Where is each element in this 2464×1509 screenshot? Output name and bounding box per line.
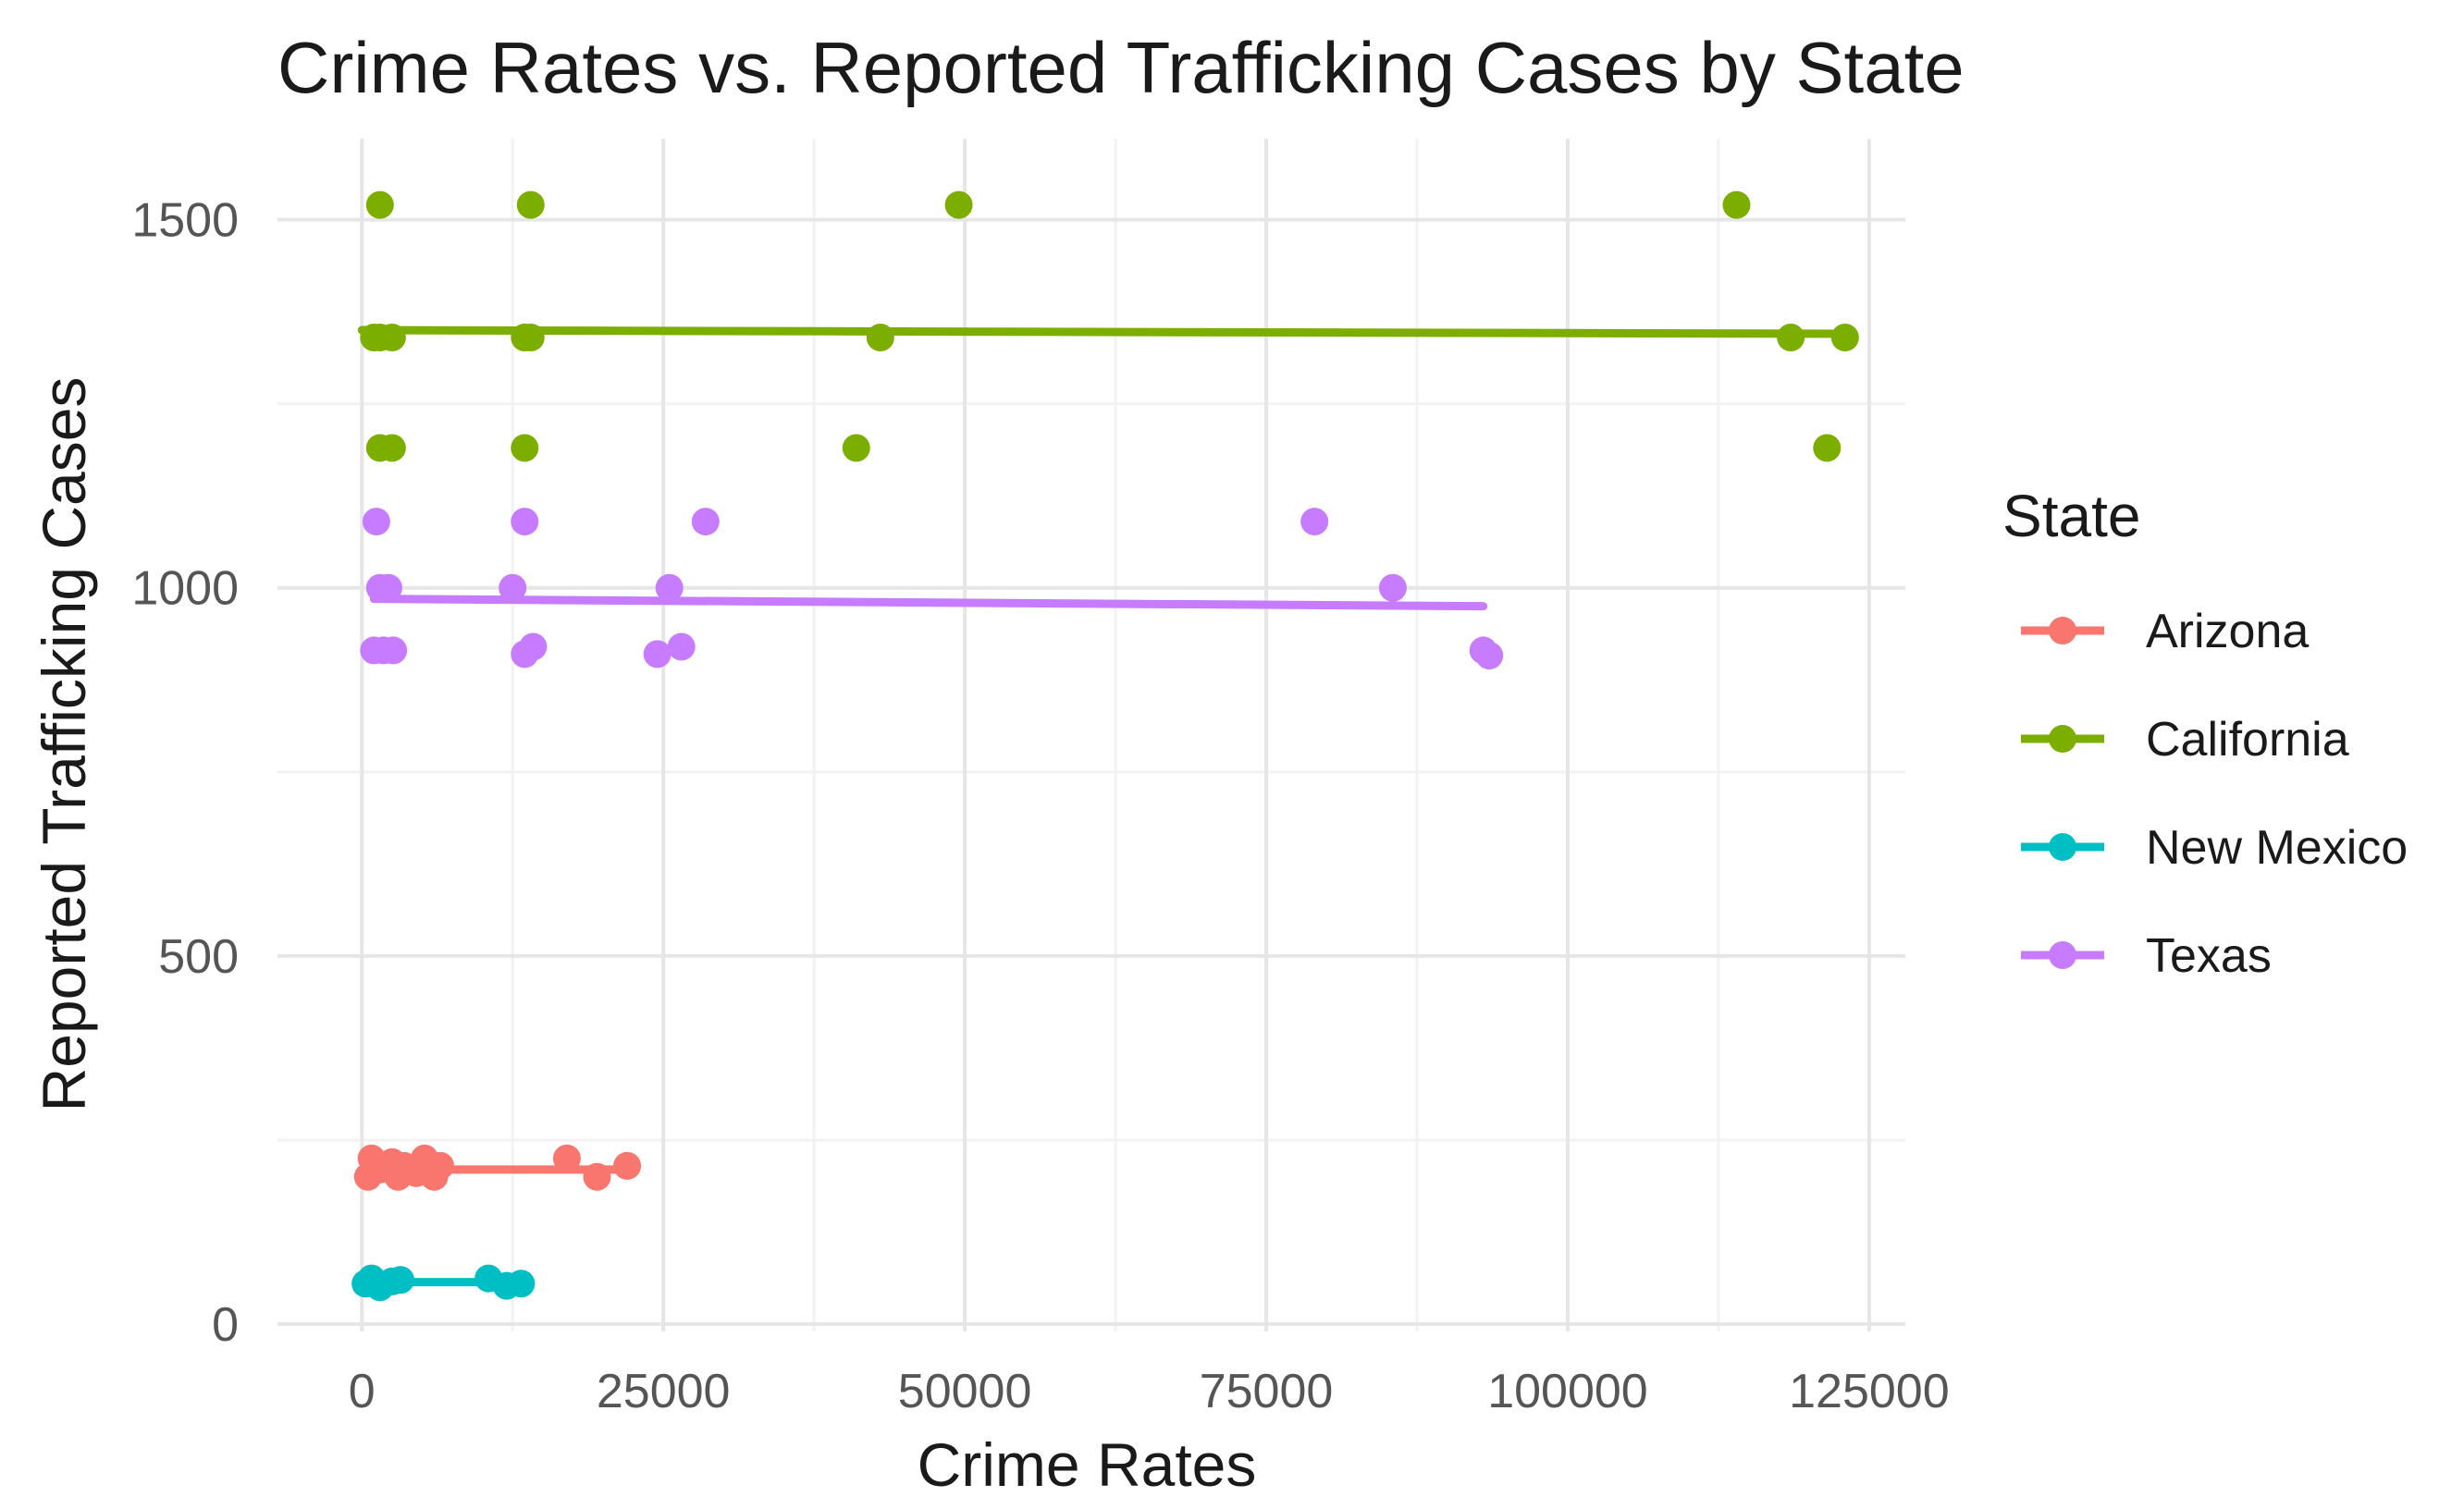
legend-label-arizona: Arizona xyxy=(2146,605,2309,658)
point-arizona xyxy=(426,1151,454,1180)
x-tick-label: 50000 xyxy=(898,1365,1032,1418)
point-california xyxy=(1722,190,1751,219)
point-california xyxy=(516,324,545,351)
data-points xyxy=(351,190,1859,1302)
point-texas xyxy=(362,508,390,536)
x-axis-title: Crime Rates xyxy=(918,1430,1257,1499)
y-tick-label: 1500 xyxy=(131,194,239,248)
x-tick-label: 100000 xyxy=(1487,1365,1648,1418)
trend-line-california xyxy=(357,325,1850,338)
point-new-mexico xyxy=(386,1266,414,1294)
point-california xyxy=(1777,324,1805,351)
legend-key-point-arizona xyxy=(2049,617,2076,644)
point-texas xyxy=(511,508,539,536)
y-axis-ticks: 0 500 1000 1500 xyxy=(131,194,239,1352)
point-texas xyxy=(374,573,402,602)
legend-label-california: California xyxy=(2146,713,2349,767)
legend: State Arizona California New Mexico Texas xyxy=(2002,483,2408,983)
x-tick-label: 75000 xyxy=(1200,1365,1334,1418)
point-california xyxy=(866,324,894,351)
point-texas xyxy=(1300,508,1329,536)
x-tick-label: 0 xyxy=(349,1365,376,1418)
y-tick-label: 1000 xyxy=(131,562,239,616)
point-texas xyxy=(1378,573,1407,602)
legend-title: State xyxy=(2002,483,2140,549)
point-california xyxy=(1813,434,1842,462)
legend-key-point-california xyxy=(2049,725,2076,753)
point-arizona xyxy=(613,1151,642,1180)
trend-line-texas xyxy=(369,595,1488,611)
point-texas xyxy=(519,632,548,661)
point-california xyxy=(365,190,394,219)
legend-key-point-texas xyxy=(2049,941,2076,969)
point-texas xyxy=(643,640,671,669)
point-texas xyxy=(667,632,696,661)
chart-title: Crime Rates vs. Reported Trafficking Cas… xyxy=(277,27,1965,108)
point-california xyxy=(842,434,870,462)
point-california xyxy=(377,434,406,462)
point-texas xyxy=(1475,642,1504,669)
point-california xyxy=(511,434,539,462)
point-texas xyxy=(691,508,720,536)
y-axis-title: Reported Trafficking Cases xyxy=(30,377,98,1112)
y-tick-label: 500 xyxy=(158,930,239,984)
x-axis-ticks: 0 25000 50000 75000 100000 125000 xyxy=(349,1365,1950,1418)
point-arizona xyxy=(552,1144,581,1172)
x-tick-label: 125000 xyxy=(1789,1365,1950,1418)
grid xyxy=(277,139,1905,1331)
point-california xyxy=(944,190,973,219)
point-texas xyxy=(655,573,684,602)
x-tick-label: 25000 xyxy=(597,1365,731,1418)
point-texas xyxy=(379,636,408,665)
legend-label-texas: Texas xyxy=(2146,929,2272,983)
legend-label-new-mexico: New Mexico xyxy=(2146,821,2408,875)
y-tick-label: 0 xyxy=(212,1298,239,1352)
point-california xyxy=(377,324,406,351)
legend-key-point-new-mexico xyxy=(2049,833,2076,861)
point-new-mexico xyxy=(507,1270,536,1298)
point-texas xyxy=(499,573,527,602)
point-california xyxy=(516,190,545,219)
point-california xyxy=(1830,324,1859,351)
point-arizona xyxy=(583,1162,611,1191)
